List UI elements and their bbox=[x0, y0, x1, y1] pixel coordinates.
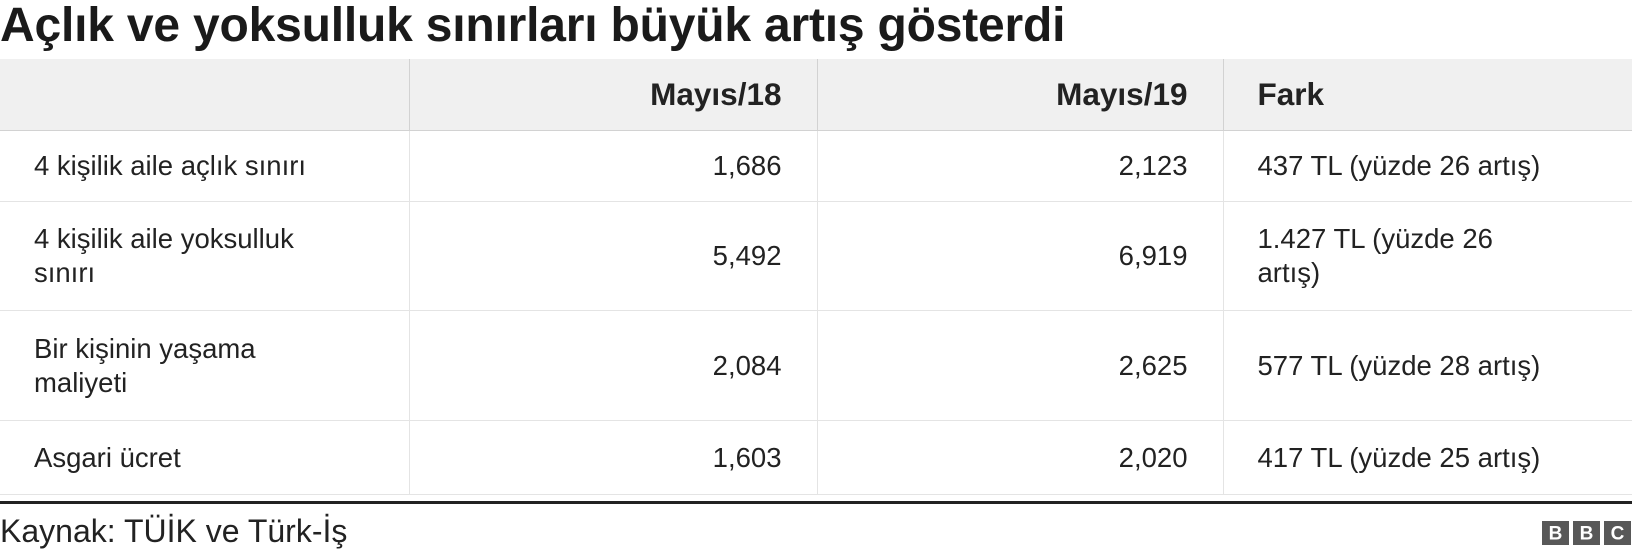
svg-text:B: B bbox=[1580, 524, 1594, 545]
svg-text:C: C bbox=[1611, 524, 1625, 545]
svg-text:B: B bbox=[1549, 524, 1563, 545]
